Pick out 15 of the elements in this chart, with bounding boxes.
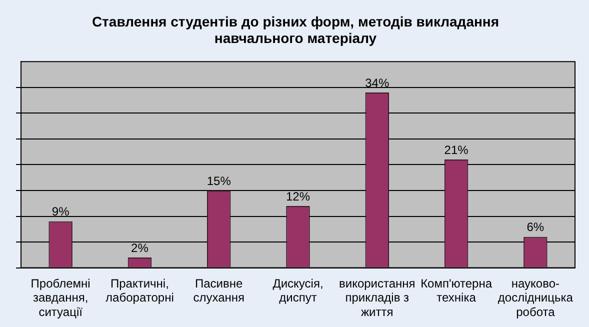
x-tick-label: науково-дослідницька робота (498, 276, 574, 320)
x-tick-label: Комп'ютерна техніка (420, 276, 492, 305)
data-label: 2% (131, 240, 149, 255)
x-tick-label: використання прикладів з життя (338, 276, 416, 320)
data-label: 12% (286, 189, 310, 204)
data-label: 15% (206, 174, 232, 188)
chart-title: Ставлення студентів до різних форм, методів викладання навчального матеріалу (92, 13, 500, 46)
x-tick-label: Проблемні завдання, ситуації (30, 276, 90, 320)
x-tick-label: Пасивне слухання (193, 276, 245, 305)
data-label: 9% (52, 204, 70, 219)
data-label: 21% (444, 142, 469, 157)
data-label: 6% (526, 220, 544, 234)
data-label: 34% (365, 76, 390, 90)
x-tick-label: Практичні, лабораторні (106, 276, 174, 305)
x-tick-label: Дискусія, диспут (272, 276, 324, 305)
